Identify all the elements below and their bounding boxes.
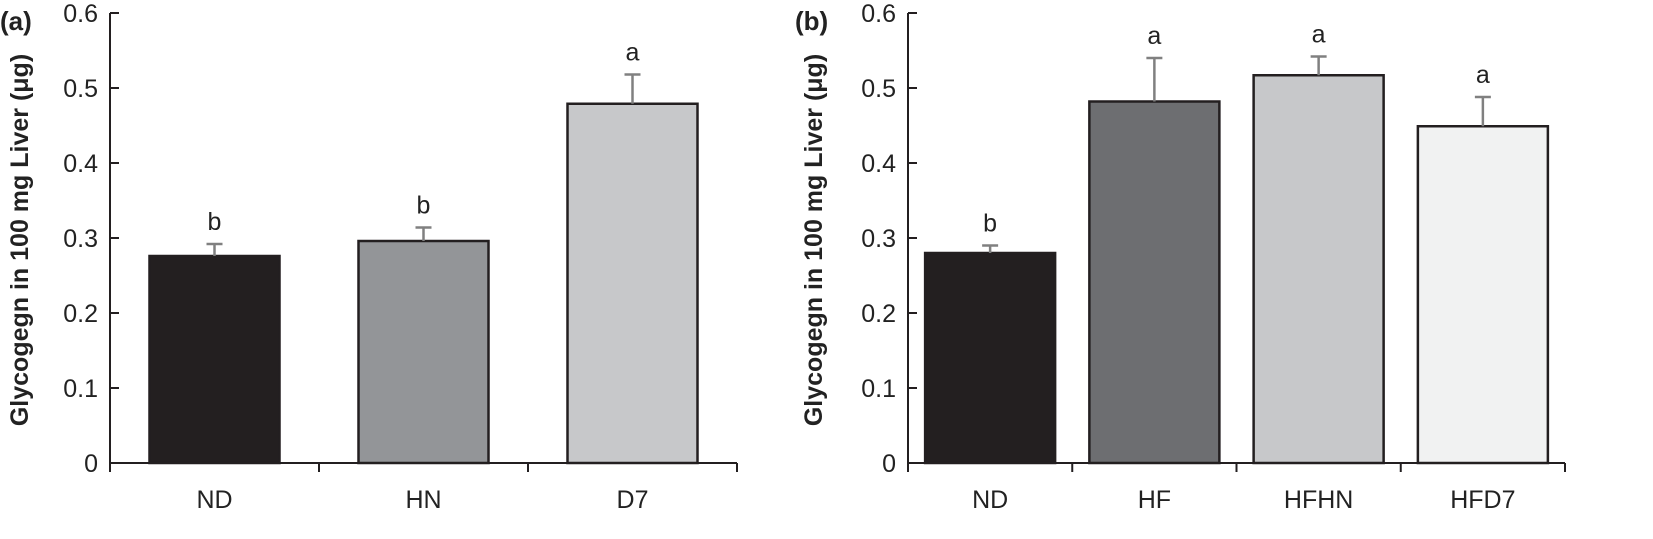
y-tick-label: 0.1: [63, 375, 98, 403]
y-tick-label: 0.4: [861, 150, 896, 178]
y-tick-label: 0.1: [861, 375, 896, 403]
y-axis-title: Glycogegn in 100 mg Liver (μg): [6, 54, 34, 426]
y-tick-label: 0.4: [63, 150, 98, 178]
chart-panel-b: (b) Glycogegn in 100 mg Liver (μg) 0 0.1 0.2…: [795, 0, 1566, 514]
significance-label: a: [626, 39, 640, 67]
x-category-label: ND: [196, 486, 232, 514]
bar-hf: [1088, 100, 1221, 465]
significance-label: b: [208, 208, 222, 236]
panel-label: (b): [795, 6, 828, 36]
y-axis-title: Glycogegn in 100 mg Liver (μg): [800, 54, 828, 426]
x-category-label: HN: [405, 486, 441, 514]
y-tick-label: 0.2: [861, 300, 896, 328]
y-tick-label: 0.3: [63, 225, 98, 253]
x-category-label: HFHN: [1284, 486, 1353, 514]
significance-label: b: [417, 192, 431, 220]
y-tick-label: 0.3: [861, 225, 896, 253]
y-tick-label: 0.6: [63, 0, 98, 28]
y-tick-label: 0.5: [861, 75, 896, 103]
y-tick-label: 0: [882, 450, 896, 478]
bar-hn: [357, 239, 490, 465]
y-tick-label: 0.6: [861, 0, 896, 28]
x-category-label: ND: [972, 486, 1008, 514]
bar-nd: [148, 254, 281, 465]
significance-label: a: [1312, 21, 1326, 49]
y-tick-label: 0.2: [63, 300, 98, 328]
x-category-label: D7: [617, 486, 649, 514]
significance-label: a: [1147, 22, 1161, 50]
x-category-label: HF: [1138, 486, 1171, 514]
significance-label: b: [983, 210, 997, 238]
bar-nd: [923, 251, 1057, 465]
chart-panel-a: (a) Glycogegn in 100 mg Liver (μg) 0 0.1 0.2…: [0, 0, 738, 514]
panel-label: (a): [0, 6, 32, 36]
y-tick-label: 0.5: [63, 75, 98, 103]
y-tick-label: 0: [84, 450, 98, 478]
significance-label: a: [1476, 61, 1490, 89]
bar-hfd7: [1416, 125, 1550, 465]
bar-d7: [566, 102, 699, 465]
x-category-label: HFD7: [1450, 486, 1515, 514]
bar-hfhn: [1252, 74, 1385, 465]
